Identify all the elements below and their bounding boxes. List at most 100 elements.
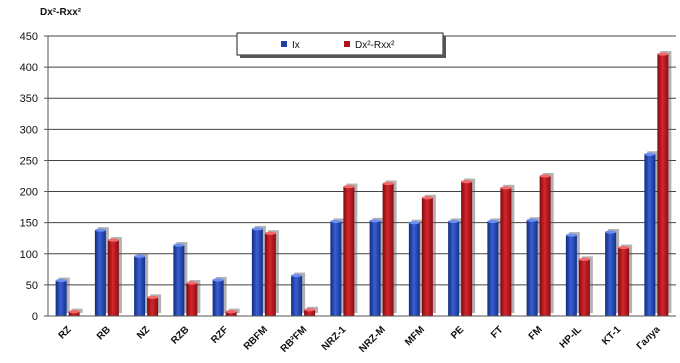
y-axis-ticks: 0 50 100 150 200 250 300 350 400 450 [20,31,48,323]
bar-dx-15 [657,54,669,317]
bar-dx-0 [68,311,80,316]
y-tick-label: 250 [20,155,38,167]
bar-ix-15 [644,154,656,316]
y-tick-label: 350 [20,93,38,105]
bar-ix-13 [565,235,577,316]
x-tick-label: NRZ-M [357,324,388,355]
y-tick-label: 0 [32,311,38,323]
y-tick-label: 150 [20,218,38,230]
bar-ix-3 [173,245,185,316]
bar-top [94,228,106,232]
bar-ix-0 [55,280,67,316]
x-tick-label: RBFM [242,324,270,352]
bar-ix-12 [526,220,538,316]
bar-ix-4 [212,279,224,316]
y-axis-label: Dx²-Rxx² [40,7,82,18]
bar-top [408,221,420,225]
x-tick-label: NZ [135,324,152,341]
bar-top [186,281,198,285]
bar-top [343,184,355,189]
legend-shadow [443,36,446,58]
bar-top [369,219,381,223]
x-tick-label: HP-IL [558,324,584,350]
legend-label-ix: Ix [292,40,300,51]
bar-dx-11 [500,187,512,316]
bar-dx-7 [343,186,355,316]
x-tick-label: FM [527,324,545,342]
bar-dx-8 [382,183,394,316]
bar-top [68,310,80,314]
bar-dx-2 [147,297,159,316]
legend-label-dx: Dx²-Rxx² [355,40,395,51]
bar-top [565,233,577,237]
bar-dx-1 [107,240,119,316]
bar-ix-8 [369,220,381,316]
bars [55,51,672,317]
bar-top [264,231,276,235]
bar-dx-3 [186,283,198,316]
bar-top [526,218,538,222]
y-tick-label: 50 [26,280,38,292]
bar-ix-2 [134,256,146,316]
bar-top [461,180,473,184]
bar-ix-9 [408,222,420,316]
bar-ix-6 [291,275,303,316]
y-tick-label: 100 [20,249,38,261]
bar-top [225,310,237,314]
bar-top [657,52,669,56]
bar-top [330,219,342,224]
bar-top [251,227,263,231]
bar-ix-14 [605,232,617,316]
bar-dx-14 [618,247,630,316]
bar-dx-4 [225,311,237,316]
bar-top [539,174,551,178]
x-tick-label: RZF [209,324,231,346]
y-tick-label: 200 [20,187,38,199]
legend-swatch-dx [344,41,350,47]
x-tick-label: MFM [403,324,427,348]
bar-dx-12 [539,176,551,316]
bar-dx-5 [264,233,276,316]
x-tick-label: Галуа [635,324,663,352]
bar-ix-5 [251,228,263,316]
bar-ix-1 [94,230,106,316]
bar-top [173,243,185,247]
legend-swatch-ix [281,41,287,47]
y-tick-label: 450 [20,31,38,43]
bar-top [291,273,303,278]
bar-top [487,219,499,224]
bar-ix-10 [448,221,460,316]
x-tick-label: RB²FM [279,324,310,355]
bar-top [618,245,630,250]
bar-top [605,230,617,234]
y-tick-label: 400 [20,62,38,74]
x-tick-label: PE [449,324,466,341]
y-tick-label: 300 [20,124,38,136]
bar-top [382,181,394,186]
x-tick-label: FT [489,324,505,340]
gridlines [48,35,676,286]
bar-dx-9 [421,197,433,316]
bar-top [212,278,224,282]
legend: Ix Dx²-Rxx² [236,32,446,58]
bar-top [644,152,656,156]
legend-box [236,32,444,56]
x-tick-label: RZB [169,324,191,346]
bar-top [304,308,316,312]
bar-top [421,196,433,200]
x-tick-label: NRZ-1 [320,324,349,353]
bar-top [147,295,159,299]
bar-dx-6 [304,309,316,316]
bar-dx-13 [578,259,590,316]
x-tick-label: RZ [57,324,74,341]
legend-shadow-bottom [240,55,446,58]
x-tick-label: RB [95,324,113,342]
x-axis-labels: RZ RB NZ RZB RZF RBFM RB²FM NRZ-1 NRZ-M MFM PE FT FM… [57,324,663,355]
bar-top [448,219,460,224]
bar-ix-7 [330,221,342,316]
bar-top [134,254,146,258]
bar-top [55,278,67,283]
bar-top [578,257,590,261]
bar-dx-10 [461,181,473,316]
